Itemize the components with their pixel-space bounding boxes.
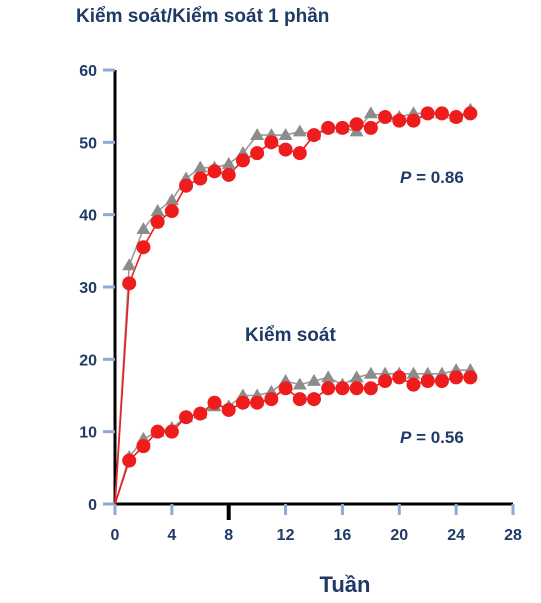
x-tick-label: 8 [224,527,233,544]
data-point-triangle [278,128,293,140]
data-point-circle [378,374,393,389]
data-point-circle [378,110,393,125]
data-point-circle [307,128,321,143]
data-point-circle [164,424,179,439]
x-axis-label: Tuần [319,572,371,597]
data-point-circle [307,392,321,407]
data-point-circle [250,395,265,410]
x-tick-label: 28 [504,527,522,544]
data-point-circle [122,453,137,468]
data-point-circle [406,113,421,128]
data-point-triangle [150,204,165,216]
data-point-triangle [321,370,336,383]
p-value-upper: P = 0.86 [400,168,464,188]
data-point-circle [264,392,279,407]
data-point-circle [335,120,350,135]
data-point-circle [420,374,435,389]
data-point-circle [278,142,293,157]
data-point-circle [463,106,478,121]
data-point-circle [420,106,435,121]
y-tick-label: 0 [88,497,97,514]
data-point-triangle [406,366,421,379]
data-point-circle [179,410,194,425]
data-point-triangle [349,370,364,383]
data-point-triangle [307,374,321,386]
data-point-circle [321,381,336,396]
y-tick-label: 50 [79,135,97,152]
y-tick-label: 10 [79,425,97,442]
chart-title: Kiểm soát/Kiểm soát 1 phần [76,6,330,27]
data-point-circle [250,146,265,161]
data-point-triangle [193,160,208,173]
data-point-circle [122,276,137,291]
data-point-circle [235,153,250,168]
data-point-circle [363,381,378,396]
data-point-circle [292,146,307,161]
data-point-circle [179,178,194,193]
data-point-circle [321,120,336,135]
data-point-triangle [250,128,265,140]
data-point-circle [164,204,179,219]
y-tick-label: 20 [79,352,97,369]
data-point-circle [235,395,250,410]
data-point-circle [392,113,407,128]
data-point-circle [463,370,478,385]
x-tick-label: 16 [334,527,352,544]
data-point-circle [207,395,222,410]
data-point-circle [349,381,364,396]
data-point-circle [264,135,279,150]
data-point-circle [150,424,165,439]
data-point-circle [221,167,236,182]
p-symbol: P [400,168,412,187]
data-point-circle [150,214,165,229]
data-point-triangle [221,157,236,169]
data-point-circle [434,106,449,121]
data-point-circle [221,402,236,417]
data-point-triangle [363,106,378,119]
data-point-triangle [292,124,307,137]
data-point-triangle [122,258,137,271]
data-point-triangle [363,366,378,379]
data-point-circle [335,381,350,396]
data-point-circle [193,171,208,186]
data-point-circle [136,439,151,454]
p-value: = 0.56 [416,428,464,447]
data-point-circle [392,370,407,385]
data-point-circle [449,110,464,125]
y-tick-label: 40 [79,208,97,225]
x-tick-label: 0 [111,527,120,544]
data-point-triangle [292,377,307,390]
y-tick-label: 60 [79,63,97,80]
data-point-circle [292,392,307,407]
data-point-circle [193,406,208,421]
x-tick-label: 24 [447,527,465,544]
data-point-triangle [164,193,179,206]
x-tick-label: 20 [390,527,408,544]
p-symbol: P [400,428,412,447]
data-point-circle [278,381,293,396]
data-point-circle [349,117,364,132]
chart-axes: 0 10 20 30 40 50 60 0 4 8 12 16 20 24 28 [79,63,522,544]
y-tick-label: 30 [79,280,97,297]
data-point-circle [136,240,151,255]
data-point-circle [207,164,222,179]
p-value-lower: P = 0.56 [400,428,464,448]
x-tick-label: 12 [277,527,295,544]
p-value: = 0.86 [416,168,464,187]
data-point-triangle [136,222,151,235]
series-markers [122,102,478,468]
group-label-control: Kiểm soát [245,325,336,346]
data-point-circle [449,370,464,385]
data-point-circle [406,377,421,392]
data-point-circle [363,120,378,135]
x-tick-label: 4 [167,527,176,544]
data-point-circle [434,374,449,389]
